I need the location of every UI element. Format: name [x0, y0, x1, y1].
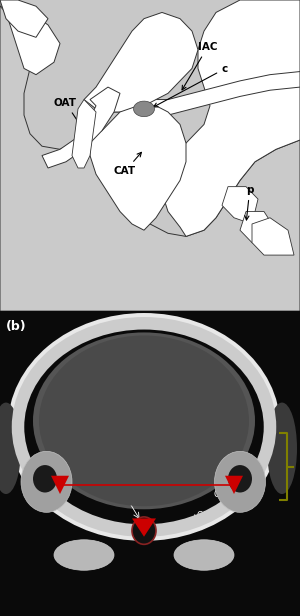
Polygon shape	[225, 476, 243, 494]
Text: Mpto: Mpto	[26, 490, 46, 498]
Ellipse shape	[132, 517, 156, 545]
Polygon shape	[0, 0, 300, 311]
Ellipse shape	[0, 403, 21, 494]
Polygon shape	[162, 0, 300, 237]
Polygon shape	[0, 311, 300, 616]
Polygon shape	[222, 187, 258, 224]
Text: OAT: OAT	[214, 490, 230, 498]
Text: (a): (a)	[6, 9, 26, 22]
Ellipse shape	[214, 452, 266, 513]
Polygon shape	[134, 101, 154, 116]
Text: CAT: CAT	[196, 511, 212, 520]
Ellipse shape	[21, 452, 72, 513]
Text: IAC: IAC	[182, 42, 218, 90]
Polygon shape	[0, 0, 300, 311]
Polygon shape	[72, 100, 96, 168]
Polygon shape	[252, 217, 294, 255]
Text: p: p	[245, 185, 254, 220]
Text: c: c	[154, 63, 228, 107]
Polygon shape	[0, 0, 48, 38]
Ellipse shape	[39, 336, 249, 506]
Text: Mppo: Mppo	[54, 444, 78, 453]
Text: IcL: IcL	[132, 435, 144, 444]
Polygon shape	[51, 476, 69, 494]
Polygon shape	[240, 211, 276, 249]
Ellipse shape	[54, 540, 114, 570]
Polygon shape	[84, 12, 198, 112]
Polygon shape	[0, 6, 60, 75]
Text: CAT: CAT	[114, 152, 141, 176]
Polygon shape	[138, 71, 300, 118]
Text: OAT: OAT	[54, 98, 82, 128]
Ellipse shape	[228, 465, 252, 493]
Polygon shape	[90, 106, 186, 230]
Ellipse shape	[174, 540, 234, 570]
Ellipse shape	[267, 403, 297, 494]
Text: Ist: Ist	[55, 465, 65, 474]
Ellipse shape	[33, 333, 255, 509]
Polygon shape	[132, 519, 156, 537]
Polygon shape	[42, 87, 120, 168]
Text: (b): (b)	[6, 320, 27, 333]
Ellipse shape	[33, 465, 57, 493]
